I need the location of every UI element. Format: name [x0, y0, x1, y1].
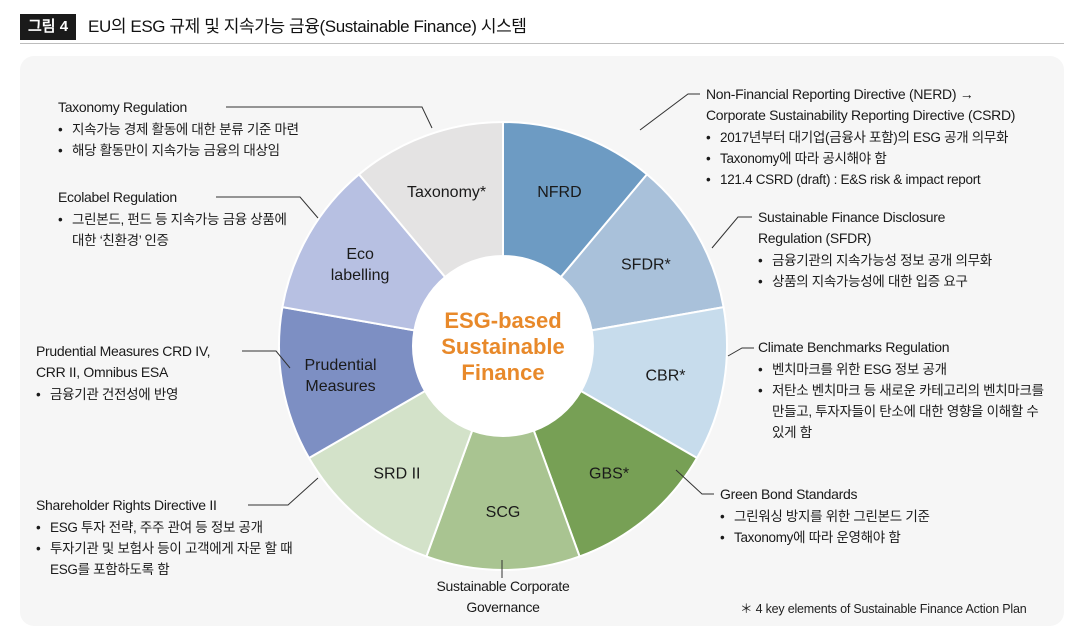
- heading-sfdr-2: Regulation (SFDR): [758, 230, 872, 246]
- wheel-segment-label-line: NFRD: [537, 184, 581, 201]
- footnote: ＊ 4 key elements of Sustainable Finance …: [740, 602, 1027, 616]
- wheel-segment-label-7: Prudential Measures: [304, 357, 376, 395]
- wheel: NFRD SFDR* CBR* GBS* SCG SRD II Prudential Meas…: [278, 120, 728, 571]
- center-line-1: ESG-based: [444, 308, 561, 333]
- wheel-segment-label-6: SRD II: [373, 465, 420, 482]
- wheel-segment-label-4: GBS*: [589, 465, 629, 482]
- center-title: ESG-based Sustainable Finance: [441, 308, 564, 385]
- heading-sfdr-1: Sustainable Finance Disclosure: [758, 209, 946, 225]
- connector-gbs: [675, 469, 714, 495]
- bullet-srd-1: ESG 투자 전략, 주주 관여 등 정보 공개: [36, 517, 318, 538]
- block-srd: Shareholder Rights Directive II ESG 투자 전…: [36, 495, 318, 580]
- block-gbs: Green Bond Standards 그린워싱 방지를 위한 그린본드 기준…: [720, 484, 1040, 548]
- heading-nfrd-1: Non-Financial Reporting Directive (NERD)…: [706, 86, 974, 102]
- wheel-segment-label-line: GBS*: [589, 465, 629, 482]
- heading-ecolabel: Ecolabel Regulation: [58, 189, 177, 205]
- wheel-segment-label-line: Eco: [346, 246, 374, 263]
- bullet-srd-2: 투자기관 및 보험사 등이 고객에게 자문 할 때 ESG를 포함하도록 함: [36, 538, 318, 580]
- bullet-gbs-2: Taxonomy에 따라 운영해야 함: [720, 527, 1040, 548]
- wheel-segment-label-2: SFDR*: [621, 257, 671, 274]
- wheel-segment-label-line: labelling: [331, 267, 390, 284]
- block-cbr: Climate Benchmarks Regulation 벤치마크를 위한 E…: [758, 337, 1048, 443]
- heading-scg-2: Governance: [466, 599, 540, 615]
- heading-scg-1: Sustainable Corporate: [436, 578, 570, 594]
- wheel-segment-label-3: CBR*: [645, 368, 685, 385]
- wheel-segment-label-line: Taxonomy*: [407, 184, 486, 201]
- bullet-nfrd-3: 121.4 CSRD (draft) : E&S risk & impact r…: [706, 169, 1056, 190]
- heading-gbs: Green Bond Standards: [720, 486, 858, 502]
- block-ecolabel: Ecolabel Regulation 그린본드, 펀드 등 지속가능 금융 상…: [58, 187, 290, 251]
- connector-srd: [248, 477, 319, 506]
- bullet-cbr-1: 벤치마크를 위한 ESG 정보 공개: [758, 359, 1048, 380]
- wheel-segment-label-5: SCG: [486, 504, 521, 521]
- bullet-sfdr-2: 상품의 지속가능성에 대한 입증 요구: [758, 271, 1048, 292]
- center-line-3: Finance: [461, 360, 544, 385]
- bullet-nfrd-1: 2017년부터 대기업(금융사 포함)의 ESG 공개 의무화: [706, 127, 1056, 148]
- wheel-segment-label-line: SCG: [486, 504, 521, 521]
- heading-prudential-2: CRR II, Omnibus ESA: [36, 364, 169, 380]
- connector-ecolabel: [216, 196, 319, 219]
- figure-badge: 그림 4: [20, 14, 76, 40]
- heading-cbr: Climate Benchmarks Regulation: [758, 339, 950, 355]
- connector-cbr: [727, 347, 754, 357]
- wheel-segment-label-9: Taxonomy*: [407, 184, 486, 201]
- bullet-nfrd-2: Taxonomy에 따라 공시해야 함: [706, 148, 1056, 169]
- wheel-segment-label-line: CBR*: [645, 368, 685, 385]
- heading-srd: Shareholder Rights Directive II: [36, 497, 217, 513]
- connector-prudential: [242, 350, 291, 369]
- bullet-gbs-1: 그린워싱 방지를 위한 그린본드 기준: [720, 506, 1040, 527]
- header-rule: [20, 43, 1064, 44]
- block-nfrd: Non-Financial Reporting Directive (NERD)…: [706, 84, 1056, 190]
- block-taxonomy: Taxonomy Regulation 지속가능 경제 활동에 대한 분류 기준…: [58, 97, 398, 161]
- bullet-prudential-1: 금융기관 건전성에 반영: [36, 384, 276, 405]
- heading-nfrd-2: Corporate Sustainability Reporting Direc…: [706, 107, 1016, 123]
- connector-taxonomy: [226, 106, 433, 129]
- bullet-taxonomy-2: 해당 활동만이 지속가능 금융의 대상임: [58, 140, 398, 161]
- wheel-segment-label-line: Prudential: [304, 357, 376, 374]
- connector-sfdr: [711, 216, 752, 249]
- wheel-segment-label-line: SFDR*: [621, 257, 671, 274]
- heading-taxonomy: Taxonomy Regulation: [58, 99, 187, 115]
- bullet-ecolabel-1: 그린본드, 펀드 등 지속가능 금융 상품에 대한 ‘친환경’ 인증: [58, 209, 290, 251]
- bullet-cbr-2: 저탄소 벤치마크 등 새로운 카테고리의 벤치마크를 만들고, 투자자들이 탄소…: [758, 380, 1048, 443]
- block-prudential: Prudential Measures CRD IV, CRR II, Omni…: [36, 341, 276, 405]
- wheel-segment-label-1: NFRD: [537, 184, 581, 201]
- header: 그림 4 EU의 ESG 규제 및 지속가능 금융(Sustainable Fi…: [0, 0, 1084, 44]
- connectors: [216, 93, 754, 578]
- center-line-2: Sustainable: [441, 334, 564, 359]
- wheel-segment-label-line: SRD II: [373, 465, 420, 482]
- bullet-sfdr-1: 금융기관의 지속가능성 정보 공개 의무화: [758, 250, 1048, 271]
- figure-title: EU의 ESG 규제 및 지속가능 금융(Sustainable Finance…: [88, 17, 527, 36]
- block-sfdr: Sustainable Finance Disclosure Regulatio…: [758, 207, 1048, 292]
- wheel-segment-label-line: Measures: [305, 378, 375, 395]
- bullet-taxonomy-1: 지속가능 경제 활동에 대한 분류 기준 마련: [58, 119, 398, 140]
- heading-prudential-1: Prudential Measures CRD IV,: [36, 343, 211, 359]
- wheel-hub: [413, 256, 593, 436]
- block-scg: Sustainable Corporate Governance: [392, 576, 614, 618]
- connector-nfrd: [639, 93, 700, 131]
- wheel-segment-label-8: Eco labelling: [331, 246, 390, 284]
